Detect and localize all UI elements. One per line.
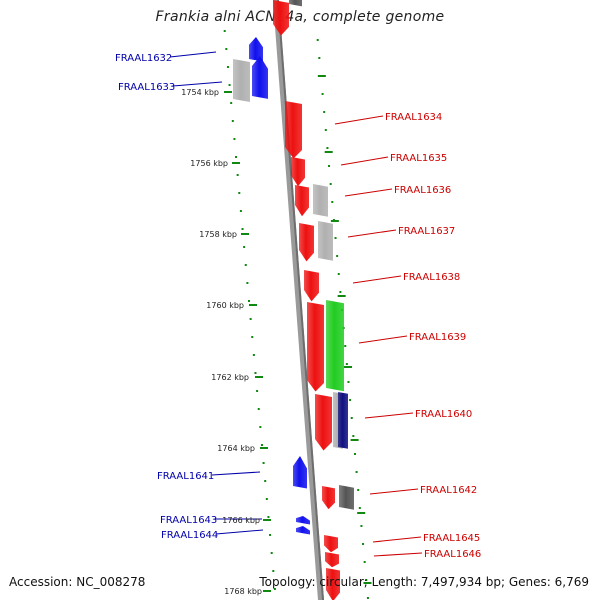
gene-top-partial-shape — [273, 0, 289, 36]
map-title: Frankia alni ACN14a, complete genome — [155, 9, 445, 25]
gene-fraal1636-shape — [295, 185, 309, 217]
gene-fraal1641-shape — [293, 456, 307, 489]
gene-fraal1642-shape — [322, 486, 335, 510]
gene-fraal1637-shape — [299, 223, 314, 262]
scale-label: 1756 kbp — [190, 159, 228, 168]
feature-grey-1636 — [313, 184, 328, 217]
scale-label: 1760 kbp — [206, 301, 244, 310]
feature-grey-1633-shape — [233, 59, 250, 103]
gene-label-leader — [352, 275, 402, 284]
gene-fraal1638 — [304, 270, 319, 302]
gene-fraal1641 — [293, 456, 307, 489]
genome-backbone — [272, 0, 325, 600]
gene-fraal1634 — [285, 101, 302, 159]
feature-darkgrey-1642-shape — [339, 485, 354, 510]
feature-top-grey-shape — [289, 0, 302, 7]
gene-label: FRAAL1635 — [390, 153, 447, 164]
gene-label: FRAAL1642 — [420, 485, 477, 496]
gene-bottom-partial-shape — [326, 568, 340, 600]
gene-fraal1645-shape — [324, 535, 338, 553]
gene-fraal1643-shape — [296, 516, 310, 525]
gene-fraal1634-shape — [285, 101, 302, 159]
feature-grey-1637-shape — [318, 221, 333, 261]
scale-label: 1754 kbp — [181, 88, 219, 97]
gene-label: FRAAL1637 — [398, 226, 455, 237]
gene-fraal1646 — [325, 552, 339, 568]
rna-fraal1639-shape — [326, 300, 344, 392]
feature-navy-1640 — [338, 392, 348, 449]
gene-label-leader — [344, 188, 393, 197]
gene-label-leader — [358, 335, 408, 344]
gene-fraal1643 — [296, 516, 310, 525]
gene-fraal1645 — [324, 535, 338, 553]
gene-label: FRAAL1634 — [385, 112, 442, 123]
gene-label: FRAAL1638 — [403, 272, 460, 283]
feature-top-grey — [289, 0, 302, 7]
gene-label-leader — [372, 536, 422, 543]
scale-label: 1766 kbp — [222, 516, 260, 525]
gene-label-leader — [211, 471, 261, 476]
gene-label: FRAAL1633 — [118, 82, 175, 93]
gene-label-leader — [334, 115, 384, 125]
gene-label: FRAAL1632 — [115, 53, 172, 64]
gene-fraal1639 — [307, 302, 324, 392]
topology-text: Topology: circular; Length: 7,497,934 bp… — [259, 575, 589, 589]
gene-fraal1638-shape — [304, 270, 319, 302]
gene-fraal1644 — [296, 526, 310, 535]
gene-label-leader — [215, 529, 264, 535]
gene-label: FRAAL1639 — [409, 332, 466, 343]
feature-navy-1640-shape — [338, 392, 348, 449]
gene-fraal1632 — [249, 37, 263, 62]
gene-fraal1633 — [252, 56, 268, 99]
feature-grey-1637 — [318, 221, 333, 261]
scale-label: 1758 kbp — [199, 230, 237, 239]
gene-bottom-partial — [326, 568, 340, 600]
gene-fraal1633-shape — [252, 56, 268, 99]
gene-label-leader — [364, 412, 414, 419]
gene-fraal1632-shape — [249, 37, 263, 62]
gene-label-leader — [169, 51, 217, 58]
gene-label: FRAAL1645 — [423, 533, 480, 544]
gene-top-partial — [273, 0, 289, 36]
scale-label: 1768 kbp — [224, 587, 262, 596]
gene-label-leader — [340, 156, 389, 166]
gene-fraal1635 — [291, 157, 305, 187]
gene-fraal1644-shape — [296, 526, 310, 535]
feature-grey-1636-shape — [313, 184, 328, 217]
accession-text: Accession: NC_008278 — [9, 575, 146, 589]
gene-label-leader — [373, 552, 423, 557]
gene-label: FRAAL1646 — [424, 549, 481, 560]
gene-fraal1636 — [295, 185, 309, 217]
gene-fraal1637 — [299, 223, 314, 262]
scale-label: 1762 kbp — [211, 373, 249, 382]
gene-label: FRAAL1643 — [160, 515, 217, 526]
gene-label-leader — [369, 488, 419, 495]
feature-grey-1633 — [233, 59, 250, 103]
rna-fraal1639 — [326, 300, 344, 392]
gene-fraal1639-shape — [307, 302, 324, 392]
gene-label: FRAAL1640 — [415, 409, 472, 420]
gene-fraal1646-shape — [325, 552, 339, 568]
gene-fraal1640-shape — [315, 394, 332, 451]
feature-darkgrey-1642 — [339, 485, 354, 510]
gene-label-leader — [347, 229, 397, 238]
gene-label: FRAAL1641 — [157, 471, 214, 482]
gene-label: FRAAL1644 — [161, 530, 218, 541]
gene-label-leader — [172, 81, 223, 87]
genome-backbone-shadow — [276, 0, 325, 600]
gene-fraal1640 — [315, 394, 332, 451]
gene-label: FRAAL1636 — [394, 185, 451, 196]
gene-fraal1642 — [322, 486, 335, 510]
scale-label: 1764 kbp — [217, 444, 255, 453]
gene-fraal1635-shape — [291, 157, 305, 187]
